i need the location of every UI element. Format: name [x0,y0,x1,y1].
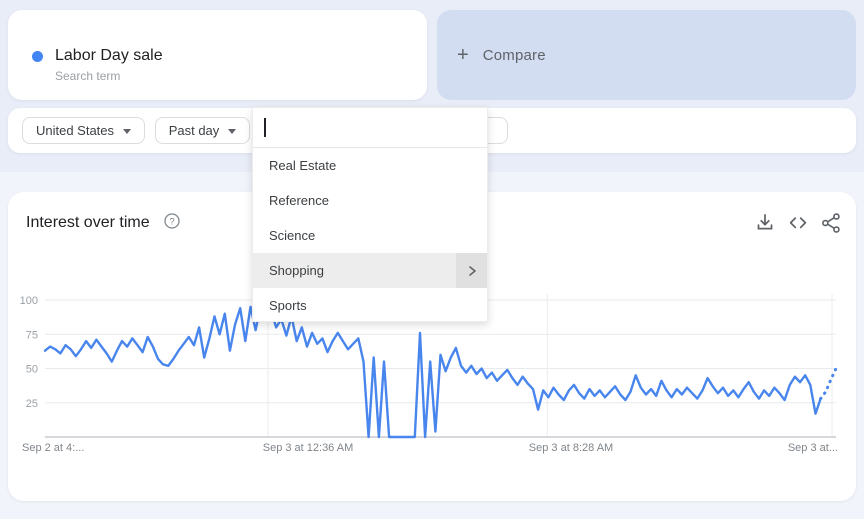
search-term-card[interactable]: Labor Day sale Search term [8,10,427,100]
svg-text:?: ? [169,216,174,227]
geo-filter-dropdown[interactable]: United States [22,117,145,144]
download-icon[interactable] [752,210,778,236]
text-caret [264,118,266,137]
help-icon[interactable]: ? [163,212,181,230]
interest-line-chart: 25 50 75 100 [20,294,838,439]
dropdown-item-label: Shopping [269,263,324,278]
x-axis-label: Sep 3 at 8:28 AM [528,442,614,454]
dropdown-item-science[interactable]: Science [269,228,316,243]
svg-text:25: 25 [26,398,38,410]
svg-text:50: 50 [26,364,38,376]
dropdown-arrow-icon [228,128,237,134]
time-filter-dropdown[interactable]: Past day [155,117,250,144]
chevron-right-icon [456,253,487,288]
compare-label: Compare [482,46,546,64]
search-term-type-label: Search term [55,69,121,83]
svg-text:75: 75 [26,329,38,341]
dropdown-item-shopping[interactable]: Shopping [253,253,487,288]
time-filter-label: Past day [168,123,220,138]
chart-title: Interest over time [26,214,150,231]
svg-text:100: 100 [20,295,38,307]
chart-actions [752,210,844,236]
category-dropdown-panel: Real Estate Reference Science Shopping S… [252,107,488,322]
search-term-label: Labor Day sale [55,47,163,64]
embed-icon[interactable] [785,210,811,236]
plus-icon: + [457,43,469,66]
dropdown-item-real-estate[interactable]: Real Estate [269,158,337,173]
dropdown-item-reference[interactable]: Reference [269,193,329,208]
compare-card[interactable]: + Compare [437,10,856,100]
x-axis-label: Sep 2 at 4:... [22,442,85,454]
share-icon[interactable] [818,210,844,236]
geo-filter-label: United States [35,123,115,138]
x-axis-label: Sep 3 at... [787,442,838,454]
x-axis-label: Sep 3 at 12:36 AM [262,442,354,454]
category-search-input[interactable] [253,108,487,148]
series-color-dot-icon [32,51,43,62]
dropdown-arrow-icon [123,128,132,134]
dropdown-item-sports[interactable]: Sports [269,298,307,313]
